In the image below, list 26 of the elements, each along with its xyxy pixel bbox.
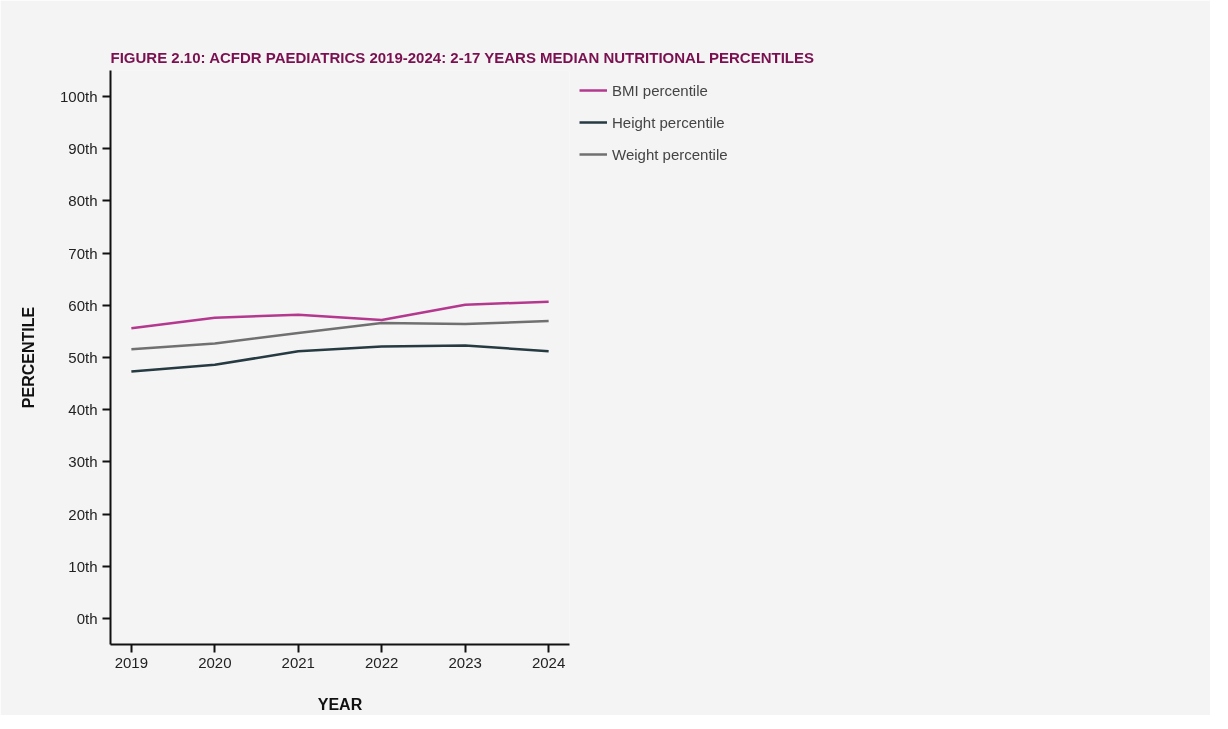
y-axis-title: PERCENTILE <box>19 306 37 409</box>
y-tick-label: 80th <box>68 192 98 210</box>
x-tick-label: 2023 <box>448 653 482 671</box>
x-tick-label: 2022 <box>365 653 399 671</box>
legend-label: Height percentile <box>612 113 725 131</box>
y-tick-label: 20th <box>68 505 98 523</box>
line-series <box>130 344 550 373</box>
y-tick-label: 90th <box>68 140 98 158</box>
y-tick-label: 60th <box>68 296 98 314</box>
y-tick-label: 50th <box>68 349 98 366</box>
chart-title: FIGURE 2.10: ACFDR PAEDIATRICS 2019-2024: 2-17 YEARS MEDIAN NUTRITIONAL PERCENTILES <box>110 48 814 66</box>
x-tick-label: 2021 <box>281 653 315 671</box>
legend-label: Weight percentile <box>612 145 728 163</box>
y-tick-label: 10th <box>68 557 98 575</box>
y-tick-label: 70th <box>68 244 98 262</box>
y-tick-label: 100th <box>59 88 98 106</box>
y-tick-label: 40th <box>68 401 98 419</box>
x-axis-title: YEAR <box>317 695 363 713</box>
y-tick-label: 0th <box>76 609 98 627</box>
line-series <box>130 319 550 351</box>
line-series <box>130 300 550 330</box>
y-tick-label: 30th <box>68 453 98 471</box>
x-tick-label: 2020 <box>198 653 232 671</box>
x-tick-label: 2024 <box>531 653 566 671</box>
legend-label: BMI percentile <box>612 81 708 99</box>
x-tick-label: 2019 <box>114 653 149 671</box>
